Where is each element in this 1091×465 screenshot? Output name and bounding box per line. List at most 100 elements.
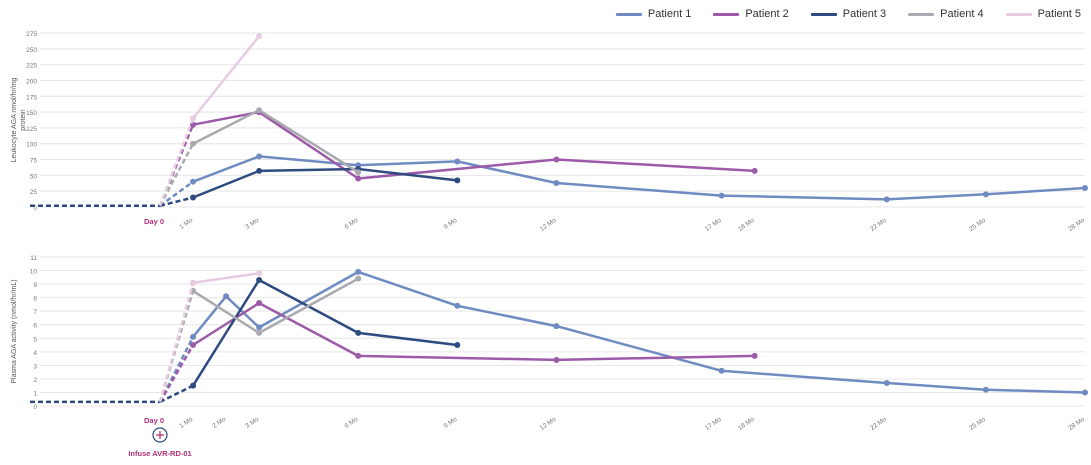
x-tick-label: 28 Mo <box>1067 217 1086 233</box>
data-point-patient-3 <box>190 382 197 389</box>
y-axis-label-line: protein <box>20 109 27 131</box>
data-point-patient-2 <box>751 352 758 359</box>
legend-label: Patient 3 <box>842 8 887 20</box>
x-tick-label: 9 Mo <box>443 217 459 231</box>
y-axis-label-line: Leukocyte AGA nmol/hr/mg <box>11 77 18 162</box>
legend-swatch <box>713 12 740 16</box>
y-tick-label: 225 <box>26 63 37 70</box>
x-tick-label: 17 Mo <box>704 217 723 233</box>
x-tick-label: 6 Mo <box>344 217 360 231</box>
legend-item-patient-2: Patient 2 <box>713 8 789 20</box>
data-point-patient-2 <box>355 175 362 182</box>
data-point-patient-4 <box>256 107 263 114</box>
legend-label: Patient 5 <box>1037 8 1081 20</box>
data-point-patient-1 <box>190 333 197 340</box>
data-point-patient-4 <box>190 140 197 147</box>
legend-item-patient-4: Patient 4 <box>908 8 984 20</box>
series-dashed-segment-patient-3 <box>159 196 194 207</box>
legend-swatch <box>1005 12 1032 16</box>
x-tick-label: 17 Mo <box>704 416 723 432</box>
legend-label: Patient 1 <box>647 8 692 20</box>
day0-label: Day 0 <box>144 416 164 425</box>
data-point-patient-5 <box>256 270 263 277</box>
data-point-patient-1 <box>256 324 263 331</box>
data-point-patient-3 <box>355 329 362 336</box>
data-point-patient-1 <box>1082 389 1088 396</box>
y-tick-label: 250 <box>26 47 37 54</box>
data-point-patient-1 <box>190 178 197 185</box>
y-tick-label: 10 <box>30 269 38 276</box>
legend-item-patient-1: Patient 1 <box>615 8 692 20</box>
data-point-patient-1 <box>982 386 989 393</box>
y-tick-label: 7 <box>33 309 37 316</box>
series-dashed-segment-patient-5 <box>158 117 195 207</box>
x-tick-label: 9 Mo <box>443 416 459 430</box>
data-point-patient-4 <box>355 169 362 176</box>
y-tick-label: 50 <box>30 173 38 180</box>
y-tick-label: 25 <box>30 189 38 196</box>
series-dashed-segment-patient-2 <box>158 344 195 403</box>
legend-swatch <box>615 12 642 16</box>
data-point-patient-1 <box>553 323 560 330</box>
data-point-patient-3 <box>454 342 461 349</box>
y-tick-label: 0 <box>33 404 37 411</box>
data-point-patient-1 <box>1082 185 1088 192</box>
data-point-patient-1 <box>718 367 725 374</box>
series-line-patient-5 <box>192 272 260 284</box>
data-point-patient-1 <box>454 302 461 309</box>
y-tick-label: 100 <box>26 142 37 149</box>
data-point-patient-3 <box>454 177 461 184</box>
x-tick-label: 2 Mo <box>211 416 227 430</box>
legend-item-patient-5: Patient 5 <box>1005 8 1081 20</box>
data-point-patient-1 <box>256 153 263 160</box>
data-point-patient-2 <box>256 300 263 307</box>
y-tick-label: 175 <box>26 94 37 101</box>
y-tick-label: 9 <box>33 282 37 289</box>
y-axis-label: Plasma AGA activity (nmol/hr/mL) <box>11 279 18 383</box>
y-tick-label: 75 <box>30 158 38 165</box>
y-tick-label: 1 <box>33 390 37 397</box>
y-tick-label: 6 <box>33 323 37 330</box>
data-point-patient-3 <box>190 194 197 201</box>
y-tick-label: 125 <box>26 126 37 133</box>
y-tick-label: 275 <box>26 31 37 38</box>
x-tick-label: 28 Mo <box>1067 416 1086 432</box>
day0-label: Day 0 <box>144 217 164 226</box>
y-tick-label: 2 <box>33 377 37 384</box>
data-point-patient-5 <box>190 279 197 286</box>
data-point-patient-5 <box>256 33 263 40</box>
x-tick-label: 25 Mo <box>968 217 987 233</box>
x-tick-label: 25 Mo <box>968 416 987 432</box>
data-point-patient-2 <box>355 352 362 359</box>
infuse-label: Infuse AVR-RD-01 <box>128 449 191 458</box>
data-point-patient-1 <box>454 158 461 165</box>
x-tick-label: 18 Mo <box>737 416 756 432</box>
data-point-patient-1 <box>718 192 725 199</box>
chart-legend: Patient 1 Patient 2 Patient 3 Patient 4 Pati… <box>615 8 1081 20</box>
y-tick-label: 11 <box>30 255 37 262</box>
data-point-patient-2 <box>553 356 560 363</box>
data-point-patient-4 <box>256 329 263 336</box>
y-tick-label: 5 <box>33 336 37 343</box>
chart-panel-2: 0 1 2 3 4 5 6 7 8 9 10 11 Plasma AGA activity (nmol/… <box>11 255 1088 458</box>
x-tick-label: 12 Mo <box>539 416 558 432</box>
x-tick-label: 6 Mo <box>344 416 360 430</box>
series-dashed-segment-patient-4 <box>158 143 195 207</box>
series-line-patient-1 <box>192 155 1086 201</box>
x-tick-label: 22 Mo <box>869 217 888 233</box>
data-point-patient-1 <box>883 196 890 203</box>
x-tick-label: 1 Mo <box>178 217 194 231</box>
series-dashed-segment-patient-1 <box>159 180 194 207</box>
series-dashed-segment-patient-3 <box>159 384 194 404</box>
data-point-patient-1 <box>355 268 362 275</box>
y-axis-label: Leukocyte AGA nmol/hr/mg protein <box>11 77 27 162</box>
data-point-patient-2 <box>751 167 758 174</box>
x-tick-label: 3 Mo <box>244 416 260 430</box>
y-tick-label: 3 <box>33 363 37 370</box>
series-line-patient-3 <box>192 167 458 199</box>
y-tick-label: 150 <box>26 110 37 117</box>
data-point-patient-1 <box>883 379 890 386</box>
data-point-patient-5 <box>190 115 197 122</box>
data-point-patient-4 <box>355 275 362 282</box>
infuse-circle-icon <box>152 427 168 443</box>
